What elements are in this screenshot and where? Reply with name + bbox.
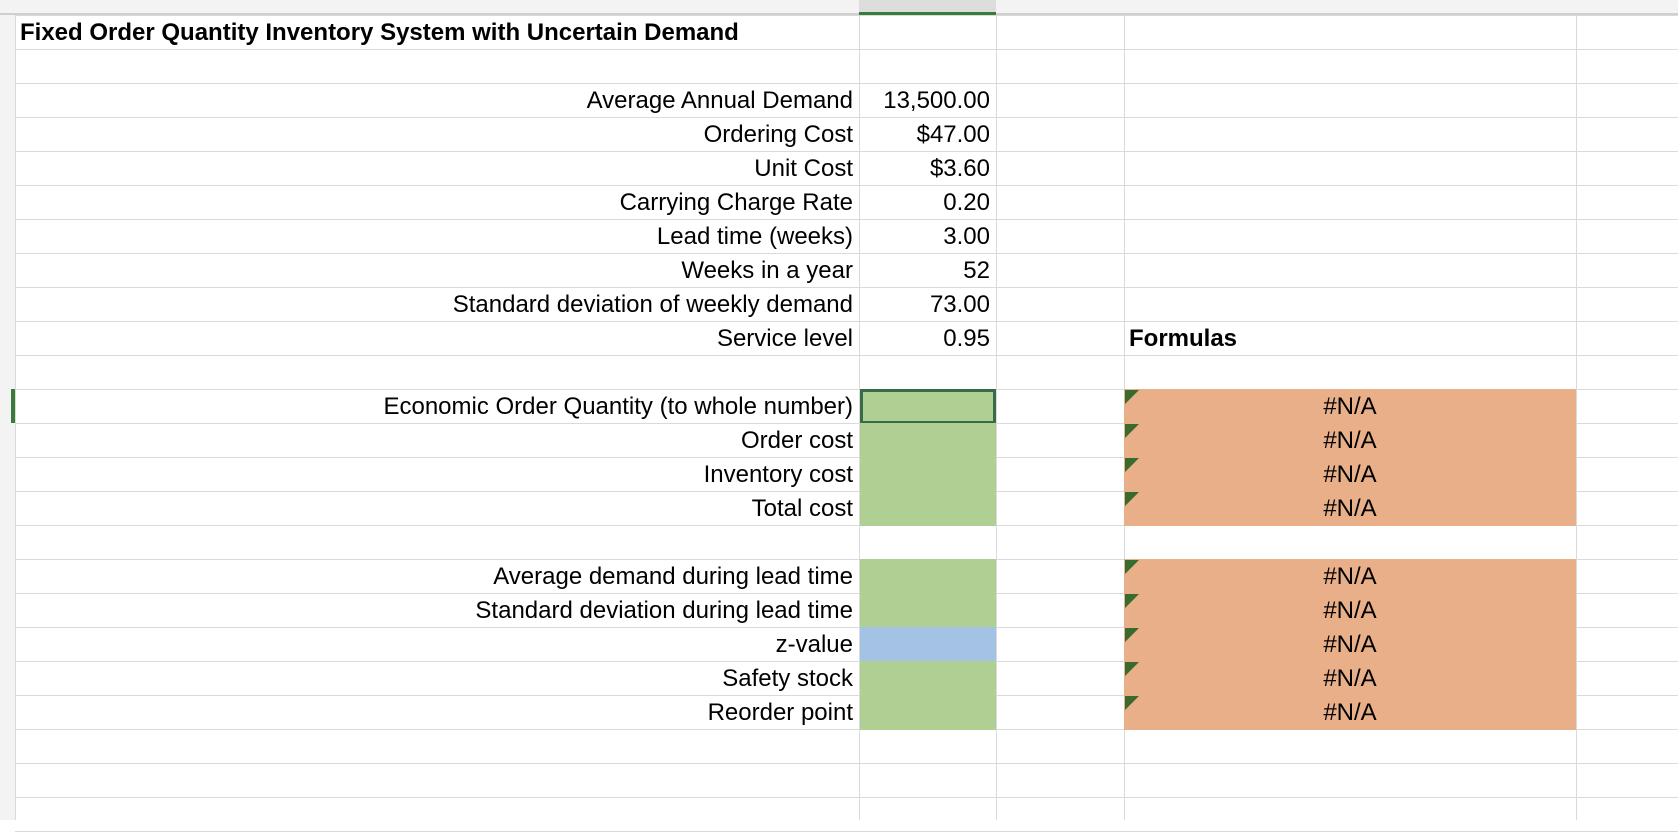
output-label: z-value	[775, 631, 853, 658]
input-value: 0.20	[943, 189, 990, 216]
formula-cell: #N/A	[1124, 389, 1576, 424]
result-cell	[860, 695, 996, 730]
row-line	[15, 797, 1678, 798]
result-cell	[860, 423, 996, 458]
active-row-marker	[11, 389, 15, 423]
column-header-bar	[0, 0, 1678, 15]
output-label: Reorder point	[707, 699, 853, 726]
column-line	[996, 15, 997, 820]
formula-cell: #N/A	[1124, 661, 1576, 696]
input-label: Unit Cost	[754, 155, 853, 182]
formula-cell: #N/A	[1124, 627, 1576, 662]
column-line	[1576, 15, 1577, 820]
row-line	[15, 83, 1678, 84]
row-line	[15, 423, 1678, 424]
comment-marker	[1125, 492, 1139, 506]
input-value: 0.95	[943, 325, 990, 352]
input-value: 73.00	[929, 291, 990, 318]
row-line	[15, 321, 1678, 322]
result-cell	[860, 593, 996, 628]
sheet-title: Fixed Order Quantity Inventory System wi…	[20, 19, 739, 46]
column-line	[859, 15, 860, 820]
comment-marker	[1125, 628, 1139, 642]
row-line	[15, 661, 1678, 662]
formula-cell: #N/A	[1124, 457, 1576, 492]
output-label: Inventory cost	[703, 461, 853, 488]
input-label: Weeks in a year	[681, 257, 853, 284]
row-line	[15, 151, 1678, 152]
input-label: Standard deviation of weekly demand	[452, 291, 853, 318]
output-label: Standard deviation during lead time	[475, 597, 853, 624]
input-label: Service level	[716, 325, 853, 352]
comment-marker	[1125, 696, 1139, 710]
comment-marker	[1125, 390, 1139, 404]
input-value: 13,500.00	[883, 87, 990, 114]
row-line	[15, 253, 1678, 254]
column-line	[15, 15, 16, 820]
formula-cell: #N/A	[1124, 695, 1576, 730]
input-value: 3.00	[943, 223, 990, 250]
row-line	[15, 15, 1678, 16]
formula-cell: #N/A	[1124, 491, 1576, 526]
row-line	[15, 389, 1678, 390]
comment-marker	[1125, 424, 1139, 438]
row-line	[15, 695, 1678, 696]
row-line	[15, 287, 1678, 288]
comment-marker	[1125, 662, 1139, 676]
row-line	[15, 525, 1678, 526]
output-label: Order cost	[740, 427, 853, 454]
comment-marker	[1125, 594, 1139, 608]
input-value: 52	[963, 257, 990, 284]
result-cell	[860, 627, 996, 662]
row-line	[15, 763, 1678, 764]
result-cell[interactable]	[860, 389, 996, 424]
row-line	[15, 559, 1678, 560]
row-line	[15, 185, 1678, 186]
result-cell	[860, 559, 996, 594]
row-line	[15, 593, 1678, 594]
input-label: Average Annual Demand	[586, 87, 853, 114]
input-value: $47.00	[916, 121, 990, 148]
output-label: Economic Order Quantity (to whole number…	[383, 393, 853, 420]
row-line	[15, 117, 1678, 118]
result-cell	[860, 661, 996, 696]
row-line	[15, 729, 1678, 730]
row-line	[15, 627, 1678, 628]
row-line	[15, 355, 1678, 356]
input-label: Carrying Charge Rate	[619, 189, 853, 216]
result-cell	[860, 491, 996, 526]
formulas-heading: Formulas	[1129, 325, 1238, 352]
formula-cell: #N/A	[1124, 423, 1576, 458]
output-label: Safety stock	[722, 665, 853, 692]
selected-column-header	[859, 0, 996, 15]
row-line	[15, 457, 1678, 458]
input-label: Lead time (weeks)	[656, 223, 853, 250]
row-line	[15, 49, 1678, 50]
formula-cell: #N/A	[1124, 559, 1576, 594]
result-cell	[860, 457, 996, 492]
comment-marker	[1125, 458, 1139, 472]
output-label: Total cost	[751, 495, 853, 522]
row-line	[15, 219, 1678, 220]
comment-marker	[1125, 560, 1139, 574]
input-value: $3.60	[929, 155, 990, 182]
formula-cell: #N/A	[1124, 593, 1576, 628]
input-label: Ordering Cost	[703, 121, 853, 148]
output-label: Average demand during lead time	[493, 563, 853, 590]
row-line	[15, 491, 1678, 492]
